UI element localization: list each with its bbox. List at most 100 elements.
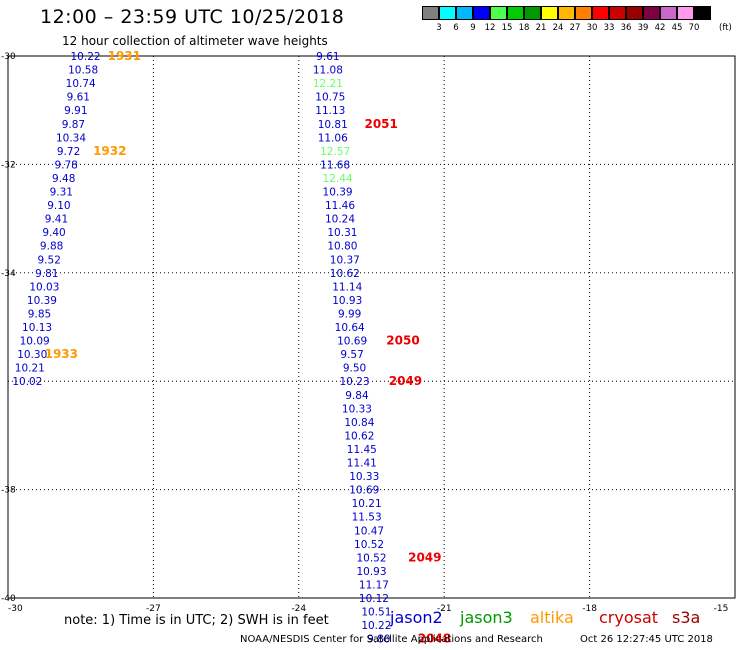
x-tick-label: -21 bbox=[437, 604, 452, 614]
pass-time-label: 2049 bbox=[389, 374, 422, 388]
y-tick-label: -30 bbox=[1, 52, 16, 62]
pass-time-label: 1931 bbox=[108, 49, 141, 63]
wave-height-value: 11.06 bbox=[318, 132, 348, 144]
wave-height-value: 11.14 bbox=[332, 281, 362, 293]
wave-height-value: 9.84 bbox=[345, 390, 369, 402]
color-scale-label: 70 bbox=[688, 23, 700, 33]
wave-height-value: 10.23 bbox=[340, 376, 370, 388]
wave-height-value: 10.30 bbox=[17, 349, 47, 361]
color-scale-swatch bbox=[456, 6, 473, 20]
footer-timestamp: Oct 26 12:27:45 UTC 2018 bbox=[580, 634, 713, 645]
wave-height-value: 9.31 bbox=[50, 187, 73, 199]
x-tick-label: -15 bbox=[714, 604, 729, 614]
x-tick-label: -30 bbox=[8, 604, 23, 614]
wave-height-value: 9.81 bbox=[35, 268, 58, 280]
wave-height-value: 10.21 bbox=[352, 498, 382, 510]
legend-item-s3a: s3a bbox=[672, 608, 701, 627]
x-tick-label: -18 bbox=[582, 604, 597, 614]
wave-height-value: 10.52 bbox=[354, 539, 384, 551]
color-scale-swatch bbox=[643, 6, 660, 20]
wave-height-value: 9.99 bbox=[338, 308, 361, 320]
color-scale-swatch bbox=[439, 6, 456, 20]
wave-height-value: 11.68 bbox=[320, 159, 350, 171]
color-scale-label: 18 bbox=[518, 23, 530, 33]
wave-height-value: 9.40 bbox=[42, 227, 65, 239]
wave-height-value: 10.93 bbox=[332, 295, 362, 307]
wave-height-value: 12.57 bbox=[320, 146, 350, 158]
wave-height-value: 10.34 bbox=[56, 132, 86, 144]
wave-height-value: 10.52 bbox=[356, 552, 386, 564]
wave-height-value: 11.08 bbox=[313, 65, 343, 77]
color-scale-label: 3 bbox=[436, 23, 442, 33]
wave-height-value: 10.09 bbox=[20, 336, 50, 348]
wave-height-value: 9.52 bbox=[38, 254, 61, 266]
wave-height-value: 10.39 bbox=[27, 295, 57, 307]
wave-height-value: 9.48 bbox=[52, 173, 75, 185]
page-title: 12:00 – 23:59 UTC 10/25/2018 bbox=[40, 6, 345, 28]
wave-height-value: 9.61 bbox=[316, 51, 339, 63]
wave-height-value: 9.85 bbox=[28, 308, 51, 320]
pass-time-label: 2051 bbox=[364, 117, 397, 131]
color-scale-swatch bbox=[422, 6, 439, 20]
legend-item-altika: altika bbox=[530, 608, 574, 627]
y-tick-label: -32 bbox=[1, 160, 16, 170]
wave-height-value: 9.50 bbox=[343, 363, 366, 375]
legend-item-cryosat: cryosat bbox=[599, 608, 659, 627]
wave-height-value: 10.84 bbox=[344, 417, 374, 429]
wave-height-value: 10.22 bbox=[361, 620, 391, 632]
pass-time-label: 1933 bbox=[45, 347, 78, 361]
wave-height-value: 9.41 bbox=[45, 214, 68, 226]
page-subtitle: 12 hour collection of altimeter wave hei… bbox=[62, 34, 328, 48]
color-scale-label: 9 bbox=[470, 23, 476, 33]
y-tick-label: -40 bbox=[1, 594, 16, 604]
y-tick-label: -34 bbox=[1, 269, 16, 279]
wave-height-value: 12.44 bbox=[323, 173, 353, 185]
color-scale-swatch bbox=[524, 6, 541, 20]
wave-height-value: 9.10 bbox=[47, 200, 70, 212]
wave-height-value: 9.87 bbox=[62, 119, 85, 131]
color-scale-swatch bbox=[507, 6, 524, 20]
color-scale-label: 33 bbox=[603, 23, 615, 33]
x-tick-label: -24 bbox=[291, 604, 306, 614]
color-scale-swatch bbox=[490, 6, 507, 20]
wave-height-value: 10.75 bbox=[315, 92, 345, 104]
wave-height-value: 10.12 bbox=[359, 593, 389, 605]
wave-height-value: 10.80 bbox=[327, 241, 357, 253]
wave-height-value: 10.62 bbox=[344, 430, 374, 442]
x-tick-label: -27 bbox=[146, 604, 161, 614]
color-scale-label: 15 bbox=[501, 23, 513, 33]
color-scale-label: 6 bbox=[453, 23, 459, 33]
color-scale-label: 30 bbox=[586, 23, 598, 33]
color-scale-label: 24 bbox=[552, 23, 564, 33]
legend-item-jason2: jason2 bbox=[390, 608, 443, 627]
wave-height-value: 9.88 bbox=[40, 241, 63, 253]
color-scale-swatch bbox=[626, 6, 643, 20]
color-scale-label: 42 bbox=[654, 23, 666, 33]
legend-item-jason3: jason3 bbox=[460, 608, 513, 627]
wave-height-value: 11.45 bbox=[347, 444, 377, 456]
color-scale-label: 12 bbox=[484, 23, 496, 33]
wave-height-value: 10.22 bbox=[71, 51, 101, 63]
y-tick-label: -38 bbox=[1, 486, 16, 496]
pass-time-label: 1932 bbox=[93, 144, 126, 158]
wave-height-value: 11.17 bbox=[359, 579, 389, 591]
wave-height-value: 9.61 bbox=[67, 92, 90, 104]
wave-height-value: 9.91 bbox=[64, 105, 87, 117]
color-scale-label: 27 bbox=[569, 23, 581, 33]
wave-height-value: 10.03 bbox=[29, 281, 59, 293]
color-scale-swatch bbox=[609, 6, 626, 20]
color-scale-swatch bbox=[677, 6, 694, 20]
wave-height-value: 10.69 bbox=[349, 485, 379, 497]
wave-height-value: 11.13 bbox=[315, 105, 345, 117]
wave-height-value: 9.78 bbox=[54, 159, 77, 171]
wave-height-value: 12.21 bbox=[313, 78, 343, 90]
wave-height-value: 10.33 bbox=[349, 471, 379, 483]
color-scale-unit: (ft) bbox=[719, 23, 732, 33]
wave-height-value: 9.72 bbox=[57, 146, 80, 158]
plot-border bbox=[7, 55, 736, 599]
wave-height-value: 10.69 bbox=[337, 336, 367, 348]
wave-height-value: 10.39 bbox=[323, 187, 353, 199]
wave-height-value: 10.64 bbox=[335, 322, 365, 334]
